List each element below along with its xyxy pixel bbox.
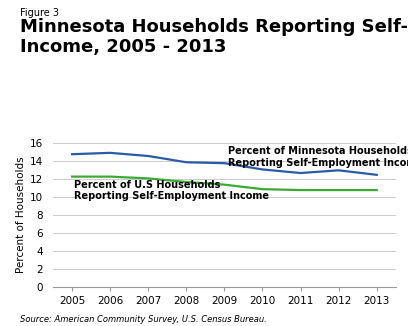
Text: Percent of U.S Households
Reporting Self-Employment Income: Percent of U.S Households Reporting Self… — [74, 180, 269, 201]
Text: Percent of Minnesota Households
Reporting Self-Employment Income: Percent of Minnesota Households Reportin… — [228, 146, 408, 168]
Text: Figure 3: Figure 3 — [20, 8, 60, 18]
Text: Source: American Community Survey, U.S. Census Bureau.: Source: American Community Survey, U.S. … — [20, 315, 267, 324]
Y-axis label: Percent of Households: Percent of Households — [16, 157, 26, 274]
Text: Minnesota Households Reporting Self-Employed
Income, 2005 - 2013: Minnesota Households Reporting Self-Empl… — [20, 18, 408, 56]
